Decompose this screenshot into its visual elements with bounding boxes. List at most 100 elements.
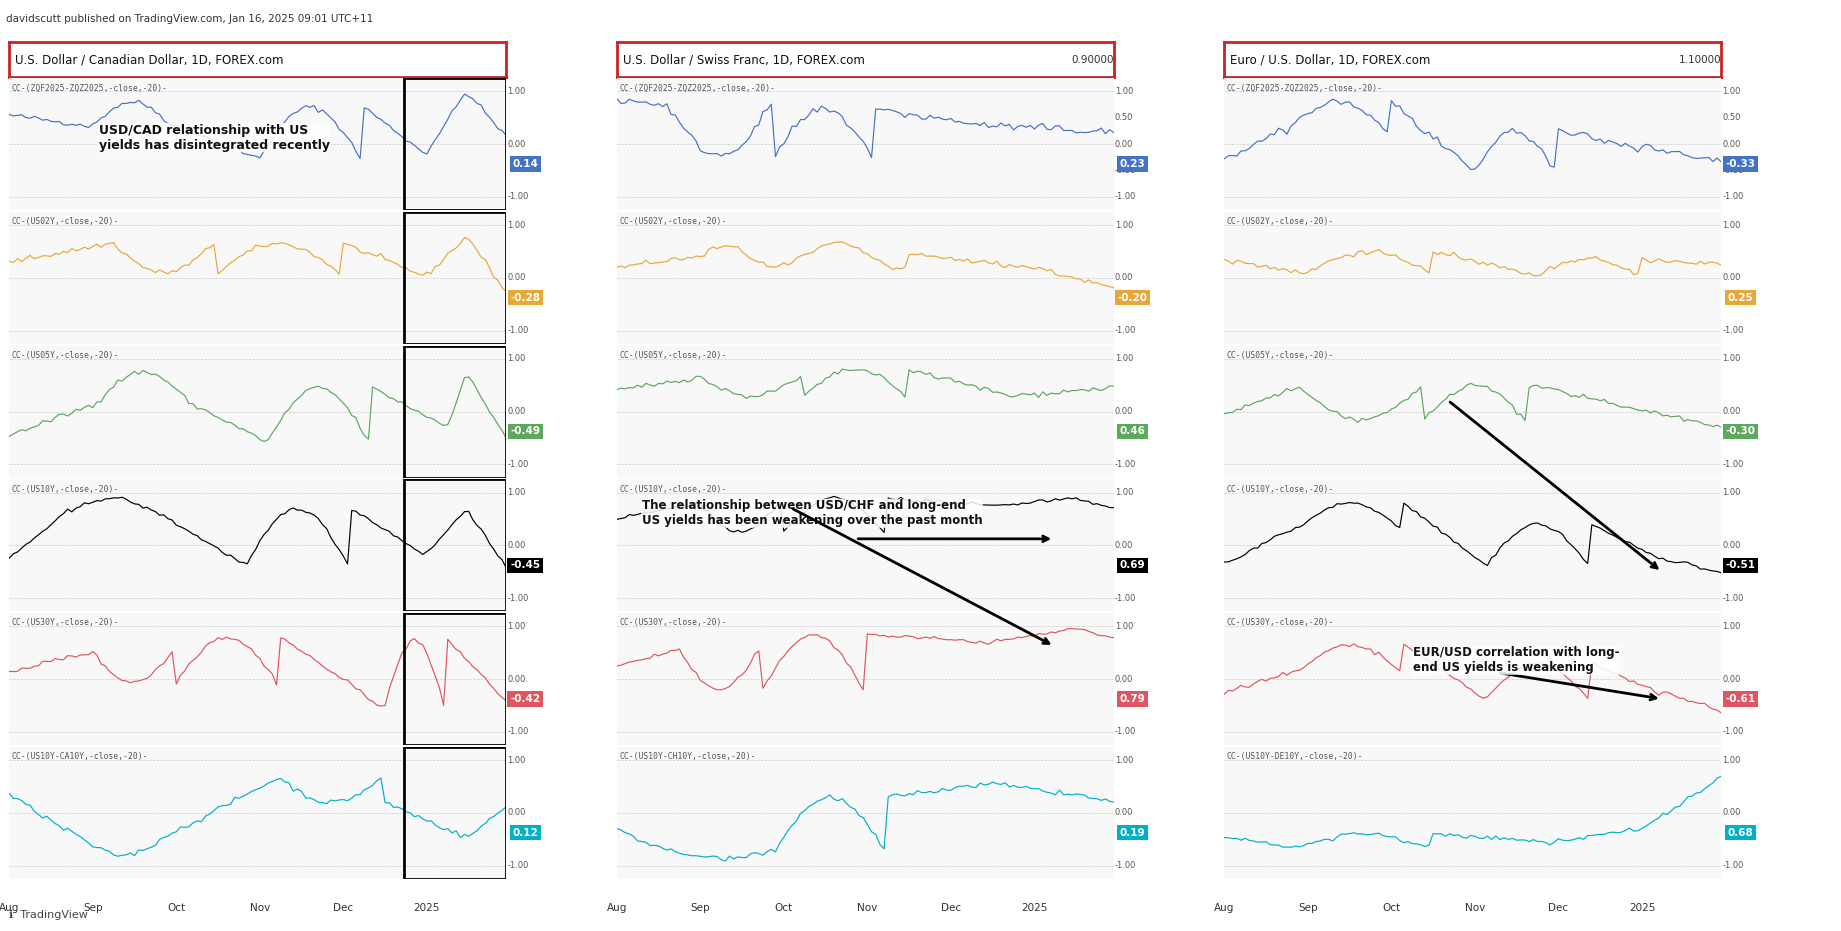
Text: CC-(ZQF2025-ZQZ2025,-close,-20)-: CC-(ZQF2025-ZQZ2025,-close,-20)-: [619, 84, 775, 92]
Text: The relationship between USD/CHF and long-end
US yields has been weakening over : The relationship between USD/CHF and lon…: [643, 499, 983, 527]
Text: Nov: Nov: [250, 902, 271, 912]
Text: 0.00: 0.00: [1723, 407, 1742, 416]
Text: -1.00: -1.00: [1723, 193, 1743, 201]
Text: CC-(ZQF2025-ZQZ2025,-close,-20)-: CC-(ZQF2025-ZQZ2025,-close,-20)-: [1226, 84, 1383, 92]
Text: 0.50: 0.50: [1723, 114, 1742, 122]
Text: CC-(US05Y,-close,-20)-: CC-(US05Y,-close,-20)-: [619, 351, 727, 360]
Text: 0.68: 0.68: [1727, 828, 1753, 838]
Text: CC-(US10Y,-close,-20)-: CC-(US10Y,-close,-20)-: [1226, 485, 1335, 493]
Text: 0.00: 0.00: [1116, 140, 1134, 149]
Text: 1.00: 1.00: [1116, 488, 1134, 497]
Text: 0.14: 0.14: [512, 159, 538, 169]
Text: 1.00: 1.00: [1723, 355, 1742, 363]
Text: USD/CAD relationship with US
yields has disintegrated recently: USD/CAD relationship with US yields has …: [99, 124, 330, 152]
Text: 1.00: 1.00: [508, 756, 527, 764]
Text: 0.25: 0.25: [1727, 292, 1753, 303]
Text: -1.00: -1.00: [1116, 727, 1136, 736]
Text: -1.00: -1.00: [1116, 861, 1136, 870]
Text: CC-(US30Y,-close,-20)-: CC-(US30Y,-close,-20)-: [11, 618, 120, 627]
Text: -0.20: -0.20: [1117, 292, 1147, 303]
Text: 0.46: 0.46: [1119, 426, 1145, 437]
Text: CC-(US05Y,-close,-20)-: CC-(US05Y,-close,-20)-: [1226, 351, 1335, 360]
Text: CC-(US02Y,-close,-20)-: CC-(US02Y,-close,-20)-: [619, 217, 727, 226]
Text: CC-(US10Y,-close,-20)-: CC-(US10Y,-close,-20)-: [11, 485, 120, 493]
Text: CC-(US02Y,-close,-20)-: CC-(US02Y,-close,-20)-: [1226, 217, 1335, 226]
Text: -1.00: -1.00: [1723, 861, 1743, 870]
Bar: [405, 78, 506, 210]
Text: 1.00: 1.00: [1116, 622, 1134, 631]
Text: -0.30: -0.30: [1725, 426, 1754, 437]
Text: 1.10000: 1.10000: [1679, 55, 1721, 64]
Text: Oct: Oct: [1383, 902, 1401, 912]
Text: 0.00: 0.00: [1723, 541, 1742, 550]
Text: CC-(US05Y,-close,-20)-: CC-(US05Y,-close,-20)-: [11, 351, 120, 360]
Text: ℹ️  TradingView: ℹ️ TradingView: [9, 910, 88, 920]
Text: -1.00: -1.00: [508, 861, 528, 870]
Text: -0.45: -0.45: [510, 560, 539, 570]
Text: -1.00: -1.00: [508, 727, 528, 736]
Text: 0.00: 0.00: [508, 407, 527, 416]
Text: 0.50: 0.50: [1116, 114, 1134, 122]
Text: CC-(ZQF2025-ZQZ2025,-close,-20)-: CC-(ZQF2025-ZQZ2025,-close,-20)-: [11, 84, 168, 92]
Text: Sep: Sep: [690, 902, 711, 912]
Text: CC-(US10Y-CA10Y,-close,-20)-: CC-(US10Y-CA10Y,-close,-20)-: [11, 752, 147, 762]
Text: CC-(US02Y,-close,-20)-: CC-(US02Y,-close,-20)-: [11, 217, 120, 226]
Text: 0.00: 0.00: [1116, 675, 1134, 683]
Text: 2025: 2025: [414, 902, 440, 912]
Text: Oct: Oct: [168, 902, 186, 912]
Text: 0.00: 0.00: [1116, 808, 1134, 817]
Text: 0.00: 0.00: [1723, 675, 1742, 683]
Text: Dec: Dec: [333, 902, 353, 912]
Text: -1.00: -1.00: [508, 594, 528, 602]
Text: 1.00: 1.00: [1116, 87, 1134, 96]
Text: -1.00: -1.00: [508, 326, 528, 335]
Text: -0.28: -0.28: [510, 292, 539, 303]
Text: -1.00: -1.00: [1116, 460, 1136, 469]
Bar: [405, 479, 506, 612]
Text: 1.00: 1.00: [508, 221, 527, 230]
Text: 0.19: 0.19: [1119, 828, 1145, 838]
Text: CC-(US10Y,-close,-20)-: CC-(US10Y,-close,-20)-: [619, 485, 727, 493]
Text: 1.00: 1.00: [1723, 622, 1742, 631]
Text: Aug: Aug: [1213, 902, 1235, 912]
Text: U.S. Dollar / Canadian Dollar, 1D, FOREX.com: U.S. Dollar / Canadian Dollar, 1D, FOREX…: [15, 53, 284, 66]
Bar: [405, 614, 506, 745]
Text: -1.00: -1.00: [508, 460, 528, 469]
Text: 1.00: 1.00: [508, 355, 527, 363]
Text: Aug: Aug: [0, 902, 20, 912]
Text: -1.00: -1.00: [1116, 594, 1136, 602]
Text: Nov: Nov: [858, 902, 878, 912]
Text: 0.12: 0.12: [512, 828, 538, 838]
Text: CC-(US30Y,-close,-20)-: CC-(US30Y,-close,-20)-: [619, 618, 727, 627]
Text: 1.00: 1.00: [1116, 221, 1134, 230]
Text: U.S. Dollar / Swiss Franc, 1D, FOREX.com: U.S. Dollar / Swiss Franc, 1D, FOREX.com: [622, 53, 865, 66]
Text: 1.00: 1.00: [1723, 488, 1742, 497]
Text: Sep: Sep: [83, 902, 103, 912]
Text: 1.00: 1.00: [1723, 756, 1742, 764]
Text: 1.00: 1.00: [1116, 355, 1134, 363]
Text: -0.50: -0.50: [1723, 166, 1743, 175]
Text: -1.00: -1.00: [1116, 326, 1136, 335]
Text: CC-(US10Y-CH10Y,-close,-20)-: CC-(US10Y-CH10Y,-close,-20)-: [619, 752, 755, 762]
Text: 0.00: 0.00: [508, 140, 527, 149]
Text: -0.49: -0.49: [510, 426, 539, 437]
Text: 0.90000: 0.90000: [1071, 55, 1114, 64]
Text: 0.00: 0.00: [1116, 541, 1134, 550]
Text: Euro / U.S. Dollar, 1D, FOREX.com: Euro / U.S. Dollar, 1D, FOREX.com: [1230, 53, 1430, 66]
Text: Dec: Dec: [941, 902, 961, 912]
Bar: [405, 345, 506, 478]
Text: 0.00: 0.00: [1723, 274, 1742, 282]
Text: 0.00: 0.00: [508, 541, 527, 550]
Text: 2025: 2025: [1022, 902, 1048, 912]
Text: -0.33: -0.33: [1725, 159, 1754, 169]
Text: -0.61: -0.61: [1725, 694, 1754, 704]
Text: 0.69: 0.69: [1119, 560, 1145, 570]
Text: 0.00: 0.00: [508, 675, 527, 683]
Text: 0.00: 0.00: [1116, 407, 1134, 416]
Text: Oct: Oct: [775, 902, 793, 912]
Text: Sep: Sep: [1298, 902, 1318, 912]
Text: 1.00: 1.00: [1723, 221, 1742, 230]
Bar: [405, 747, 506, 879]
Text: 1.00: 1.00: [508, 488, 527, 497]
Text: CC-(US30Y,-close,-20)-: CC-(US30Y,-close,-20)-: [1226, 618, 1335, 627]
